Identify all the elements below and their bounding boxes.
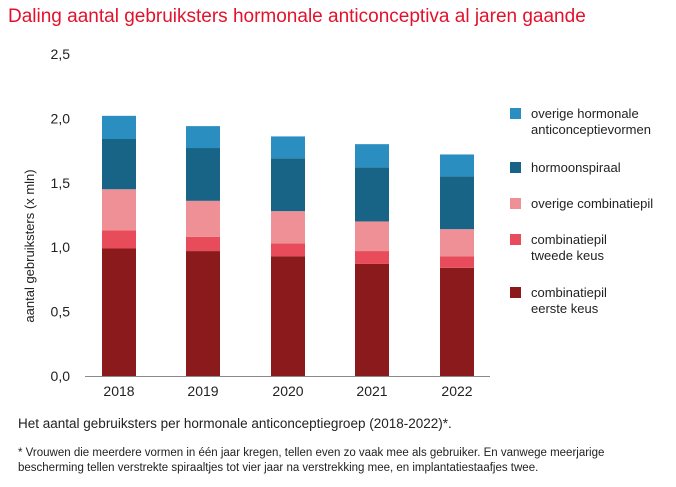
bar-segment [186, 126, 220, 149]
bar-segment [271, 256, 305, 376]
x-tick-label: 2022 [441, 383, 472, 399]
bar-segment [440, 176, 474, 230]
x-tick-label: 2020 [272, 383, 303, 399]
bar-segment [186, 148, 220, 201]
y-tick-label: 2,0 [51, 110, 71, 126]
bar-segment [186, 251, 220, 376]
legend-label: overige hormonale anticonceptievormen [531, 106, 651, 137]
legend-swatch [510, 198, 521, 209]
bar-segment [102, 189, 136, 231]
y-tick-label: 0,5 [51, 304, 71, 320]
stacked-bar-chart: 0,00,51,01,52,02,5 2018 2019 2020 2021 2022 … [22, 46, 490, 399]
bar-segment [186, 236, 220, 252]
bar-segment [355, 144, 389, 168]
bar-segment [102, 248, 136, 376]
legend-item: overige hormonale anticonceptievormen [510, 106, 651, 138]
bar-segment [355, 221, 389, 252]
y-axis-label: aantal gebruiksters (x mln) [22, 169, 37, 322]
legend-swatch [510, 162, 521, 173]
bar-segment [440, 154, 474, 177]
bar-segment [102, 139, 136, 190]
chart-footnote: * Vrouwen die meerdere vormen in één jaa… [18, 447, 605, 474]
bar-segment [271, 243, 305, 257]
x-axis: 2018 2019 2020 2021 2022 [85, 376, 490, 399]
bar-segment [355, 251, 389, 264]
legend-swatch [510, 108, 521, 119]
legend-label: combinatiepil tweede keus [531, 232, 607, 263]
chart-caption: Het aantal gebruiksters per hormonale an… [18, 416, 452, 431]
bar-segment [102, 115, 136, 140]
legend-item: hormoonspiraal [510, 160, 621, 176]
bar-segment [102, 230, 136, 249]
bar-segment [355, 167, 389, 222]
chart-title: Daling aantal gebruiksters hormonale ant… [8, 6, 586, 27]
bar-segment [440, 267, 474, 376]
legend-swatch [510, 287, 521, 298]
x-tick-label: 2019 [187, 383, 218, 399]
y-axis: 0,0 0,5 1,0 1,5 2,0 2,5 [51, 46, 71, 384]
bar-segment [440, 229, 474, 257]
bar-segment [271, 136, 305, 159]
legend-label: hormoonspiraal [531, 160, 621, 175]
x-tick-label: 2021 [356, 383, 387, 399]
bars [102, 115, 474, 376]
bar-segment [271, 158, 305, 212]
y-tick-label: 2,5 [51, 46, 71, 62]
legend-label: combinatiepil eerste keus [531, 285, 607, 316]
x-tick-label: 2018 [103, 383, 134, 399]
y-tick-label: 0,0 [51, 368, 71, 384]
bar-segment [440, 256, 474, 268]
legend-item: combinatiepil eerste keus [510, 285, 607, 317]
legend-label: overige combinatiepil [531, 196, 654, 211]
bar-segment [355, 263, 389, 376]
bar-segment [186, 200, 220, 237]
y-tick-label: 1,0 [51, 239, 71, 255]
legend-item: combinatiepil tweede keus [510, 232, 607, 264]
y-tick-label: 1,5 [51, 175, 71, 191]
bar-segment [271, 211, 305, 244]
legend-swatch [510, 234, 521, 245]
legend-item: overige combinatiepil [510, 196, 653, 212]
